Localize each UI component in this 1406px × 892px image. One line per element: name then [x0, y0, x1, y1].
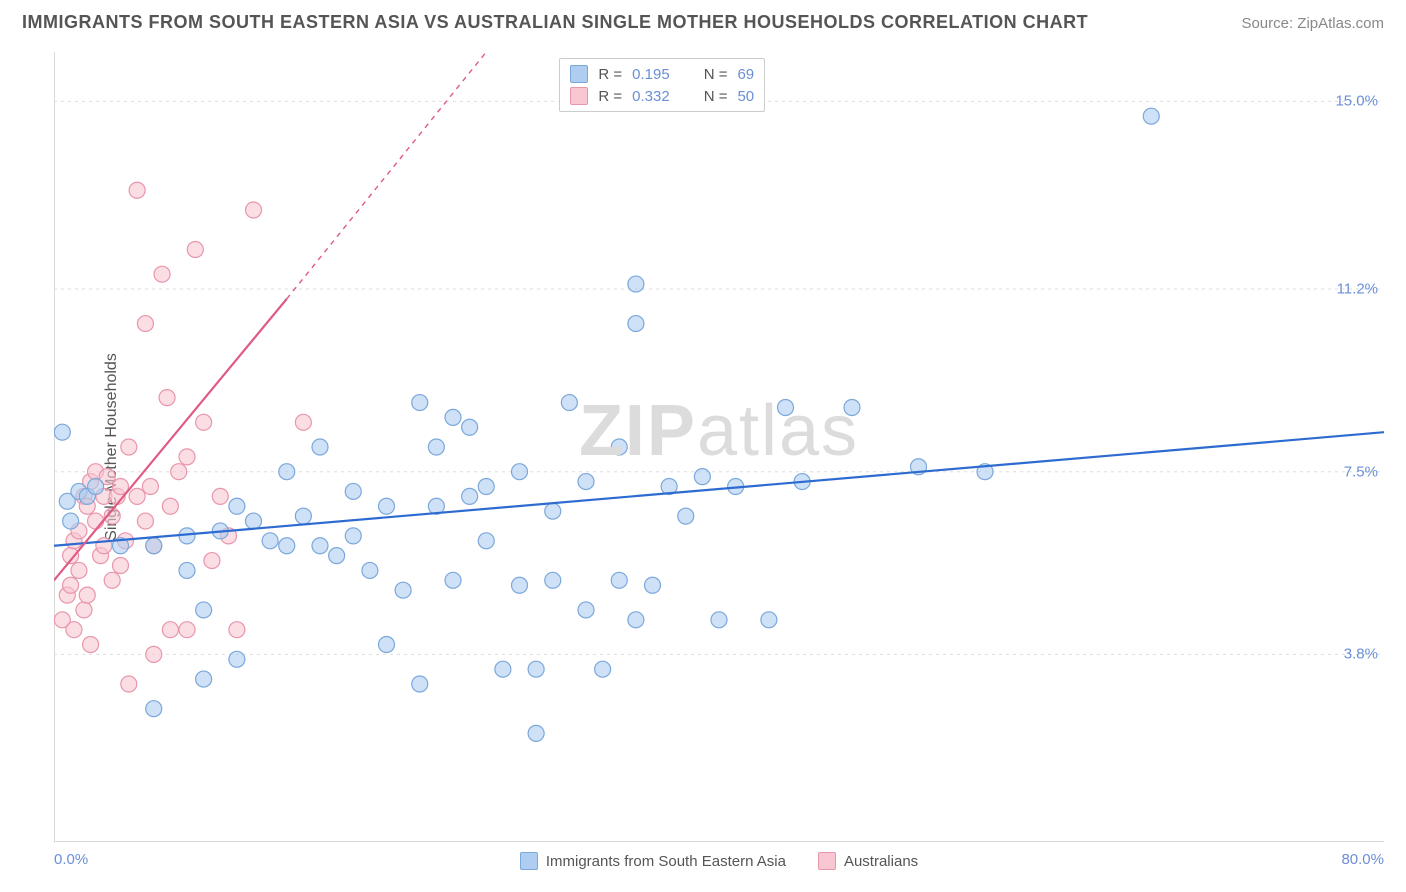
- series-swatch-icon: [570, 65, 588, 83]
- y-tick-label: 7.5%: [1344, 463, 1378, 480]
- scatter-plot-svg: [54, 52, 1384, 842]
- legend-label: Australians: [844, 853, 918, 870]
- source-label: Source: ZipAtlas.com: [1241, 15, 1384, 32]
- stat-r-label: R =: [598, 66, 622, 83]
- y-tick-label: 11.2%: [1337, 281, 1378, 298]
- stat-n-label: N =: [704, 88, 728, 105]
- legend-label: Immigrants from South Eastern Asia: [546, 853, 786, 870]
- chart-title: IMMIGRANTS FROM SOUTH EASTERN ASIA VS AU…: [22, 12, 1088, 33]
- stat-r-value: 0.332: [632, 88, 670, 105]
- stat-n-value: 69: [737, 66, 754, 83]
- legend-item: Immigrants from South Eastern Asia: [520, 852, 786, 870]
- stat-r-label: R =: [598, 88, 622, 105]
- stats-row: R = 0.332 N = 50: [570, 85, 754, 107]
- header: IMMIGRANTS FROM SOUTH EASTERN ASIA VS AU…: [0, 0, 1406, 41]
- y-tick-label: 15.0%: [1335, 93, 1378, 110]
- stats-legend-box: R = 0.195 N = 69 R = 0.332 N = 50: [559, 58, 765, 112]
- series-swatch-icon: [818, 852, 836, 870]
- stats-row: R = 0.195 N = 69: [570, 63, 754, 85]
- legend-item: Australians: [818, 852, 918, 870]
- series-swatch-icon: [520, 852, 538, 870]
- series-swatch-icon: [570, 87, 588, 105]
- plot-area: Single Mother Households ZIPatlas 3.8%7.…: [54, 52, 1384, 842]
- y-tick-label: 3.8%: [1344, 646, 1378, 663]
- bottom-legend: Immigrants from South Eastern Asia Austr…: [54, 852, 1384, 870]
- stat-n-label: N =: [704, 66, 728, 83]
- stat-r-value: 0.195: [632, 66, 670, 83]
- stat-n-value: 50: [737, 88, 754, 105]
